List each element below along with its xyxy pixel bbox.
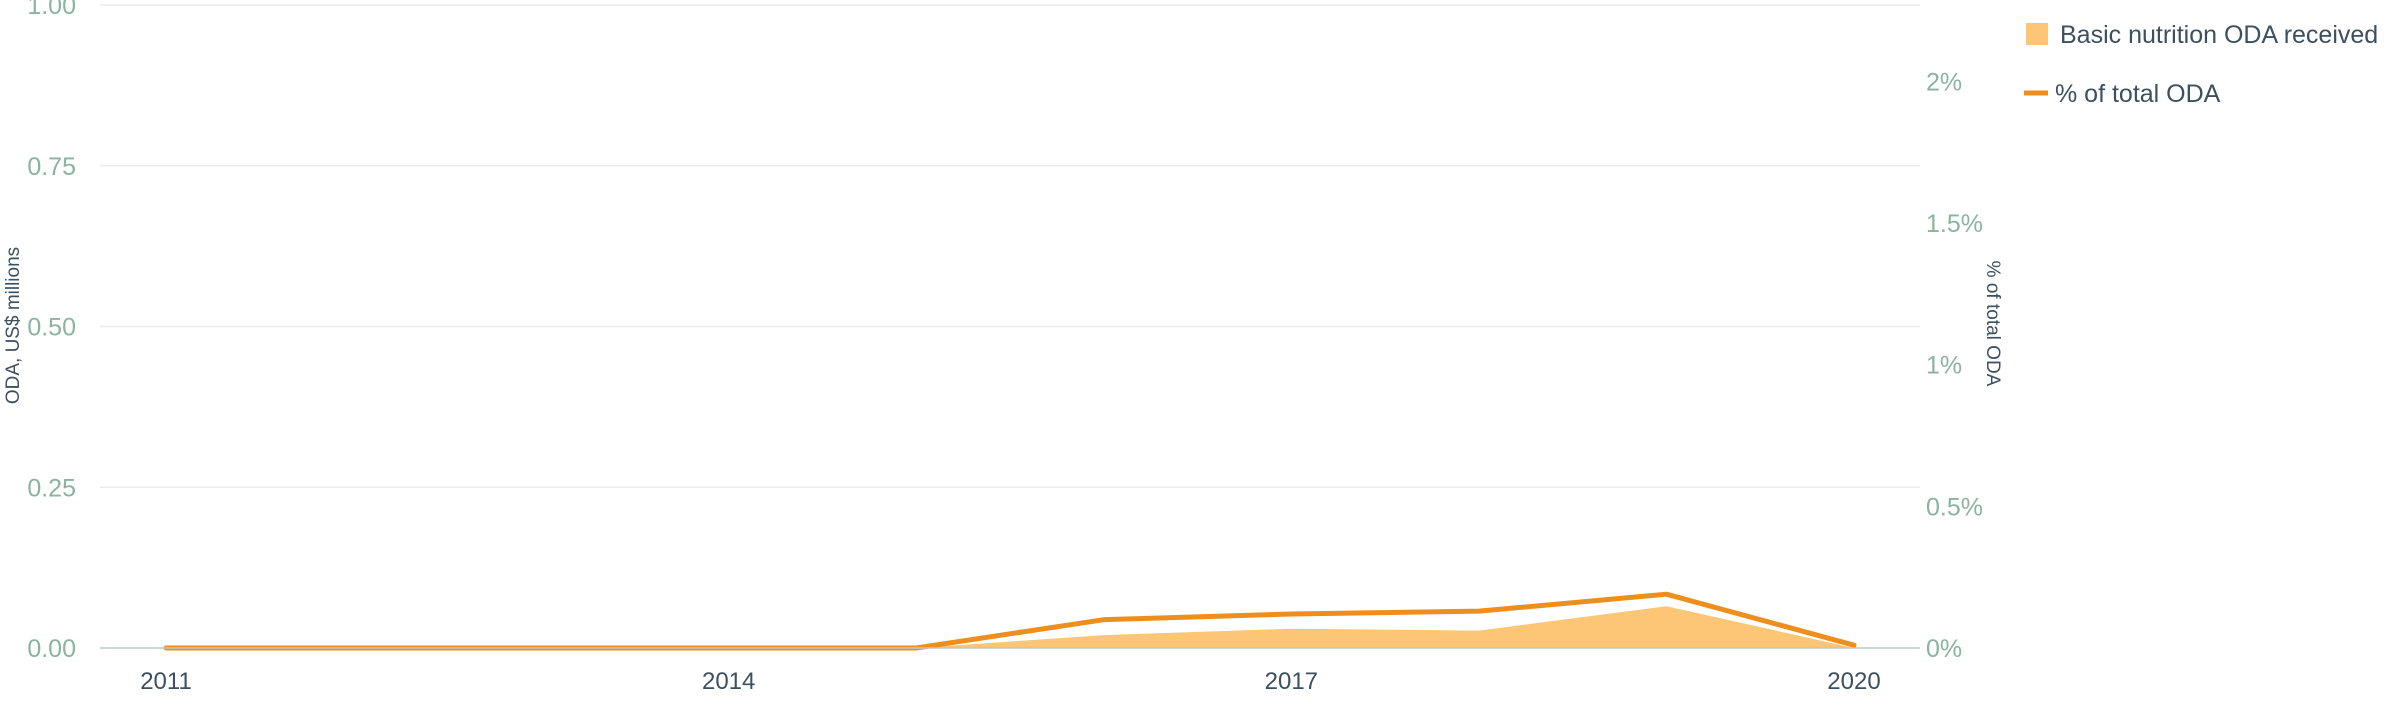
legend-item-line[interactable]: % of total ODA — [2024, 80, 2221, 108]
left-y-tick-label: 0.25 — [27, 474, 76, 502]
right-y-tick-label: 2% — [1926, 68, 1962, 96]
legend-area-swatch — [2026, 23, 2048, 45]
x-tick-labels: 2011 2014 2017 2020 — [140, 668, 1881, 695]
area-basic-nutrition-oda[interactable] — [166, 606, 1854, 648]
legend-item-area[interactable]: Basic nutrition ODA received — [2026, 21, 2378, 49]
left-y-axis-title: ODA, US$ millions — [3, 247, 24, 404]
right-y-tick-label: 0.5% — [1926, 493, 1983, 521]
x-tick-label: 2011 — [140, 668, 192, 695]
gridlines — [100, 4, 1920, 488]
left-y-tick-label: 1.00 — [27, 0, 76, 20]
left-y-tick-label: 0.50 — [27, 314, 76, 342]
right-y-tick-label: 0% — [1926, 635, 1962, 663]
right-y-tick-labels: 0% 0.5% 1% 1.5% 2% — [1926, 68, 1983, 663]
left-y-tick-labels: 0.00 0.25 0.50 0.75 1.00 — [27, 0, 76, 663]
legend: Basic nutrition ODA received % of total … — [2024, 21, 2378, 108]
area-series-layer — [166, 606, 1854, 648]
right-y-tick-label: 1.5% — [1926, 210, 1983, 238]
left-y-tick-label: 0.00 — [27, 635, 76, 663]
right-y-tick-label: 1% — [1926, 352, 1962, 380]
x-tick-label: 2020 — [1827, 668, 1880, 695]
right-y-axis-title: % of total ODA — [1982, 261, 2003, 387]
left-y-tick-label: 0.75 — [27, 153, 76, 181]
x-tick-label: 2017 — [1265, 668, 1318, 695]
x-tick-label: 2014 — [702, 668, 755, 695]
legend-label-area: Basic nutrition ODA received — [2060, 21, 2378, 49]
legend-label-line: % of total ODA — [2055, 80, 2221, 108]
